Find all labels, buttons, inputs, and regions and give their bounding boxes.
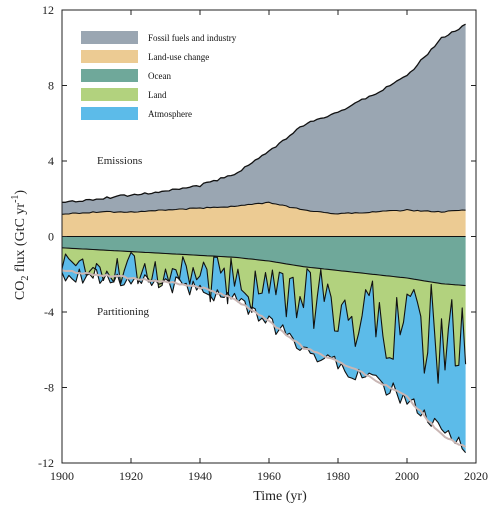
axis-ticks: 1900 1920 1940 1960 1980 2000 2020 -12 -8 -4 0 4 8 12	[38, 3, 488, 483]
legend-label: Ocean	[148, 71, 171, 81]
legend-label: Fossil fuels and industry	[148, 33, 237, 43]
legend-swatch	[81, 69, 138, 82]
y-axis-title-sub: 2	[20, 276, 31, 281]
land-use-area	[62, 202, 466, 237]
ocean-bottom-line	[61, 247, 466, 287]
land-bottom-line	[61, 251, 467, 384]
land-area	[62, 247, 466, 384]
fossil-fuels-area	[62, 24, 466, 215]
y-tick-label: 4	[48, 154, 54, 168]
legend-label: Atmosphere	[148, 109, 192, 119]
x-tick-label: 1940	[188, 469, 212, 483]
atmosphere-bottom-line	[61, 266, 467, 453]
emissions-mirror-line	[61, 269, 467, 448]
x-tick-label: 2020	[464, 469, 488, 483]
fossil-top-line	[62, 23, 466, 203]
legend-swatch	[81, 31, 138, 44]
land-use-top-line	[61, 201, 466, 215]
y-axis-title-end: )	[13, 190, 28, 195]
y-axis-title-sup: -1	[10, 195, 21, 203]
y-axis-title-main: CO	[13, 281, 28, 300]
x-axis-title: Time (yr)	[253, 489, 307, 504]
y-tick-label: -4	[44, 305, 54, 319]
y-tick-label: -8	[44, 381, 54, 395]
legend-swatch	[81, 88, 138, 101]
x-tick-label: 1980	[326, 469, 350, 483]
atmosphere-area	[62, 252, 466, 453]
legend-swatch	[81, 50, 138, 63]
legend-label: Land-use change	[148, 52, 209, 62]
y-tick-label: 12	[42, 3, 54, 17]
x-tick-label: 1920	[119, 469, 143, 483]
y-tick-label: -12	[38, 456, 54, 470]
x-tick-label: 2000	[395, 469, 419, 483]
legend: Fossil fuels and industry Land-use change…	[81, 31, 237, 120]
legend-label: Land	[148, 90, 167, 100]
partitioning-annotation: Partitioning	[97, 306, 149, 318]
x-tick-label: 1900	[50, 469, 74, 483]
y-axis-title: CO2 flux (GtC yr-1)	[10, 190, 31, 301]
y-axis-title-mid: flux (GtC yr	[13, 203, 28, 276]
y-tick-label: 8	[48, 79, 54, 93]
boundary-lines	[61, 23, 467, 453]
y-tick-label: 0	[48, 230, 54, 244]
emissions-annotation: Emissions	[97, 155, 142, 167]
legend-swatch	[81, 107, 138, 120]
x-tick-label: 1960	[257, 469, 281, 483]
